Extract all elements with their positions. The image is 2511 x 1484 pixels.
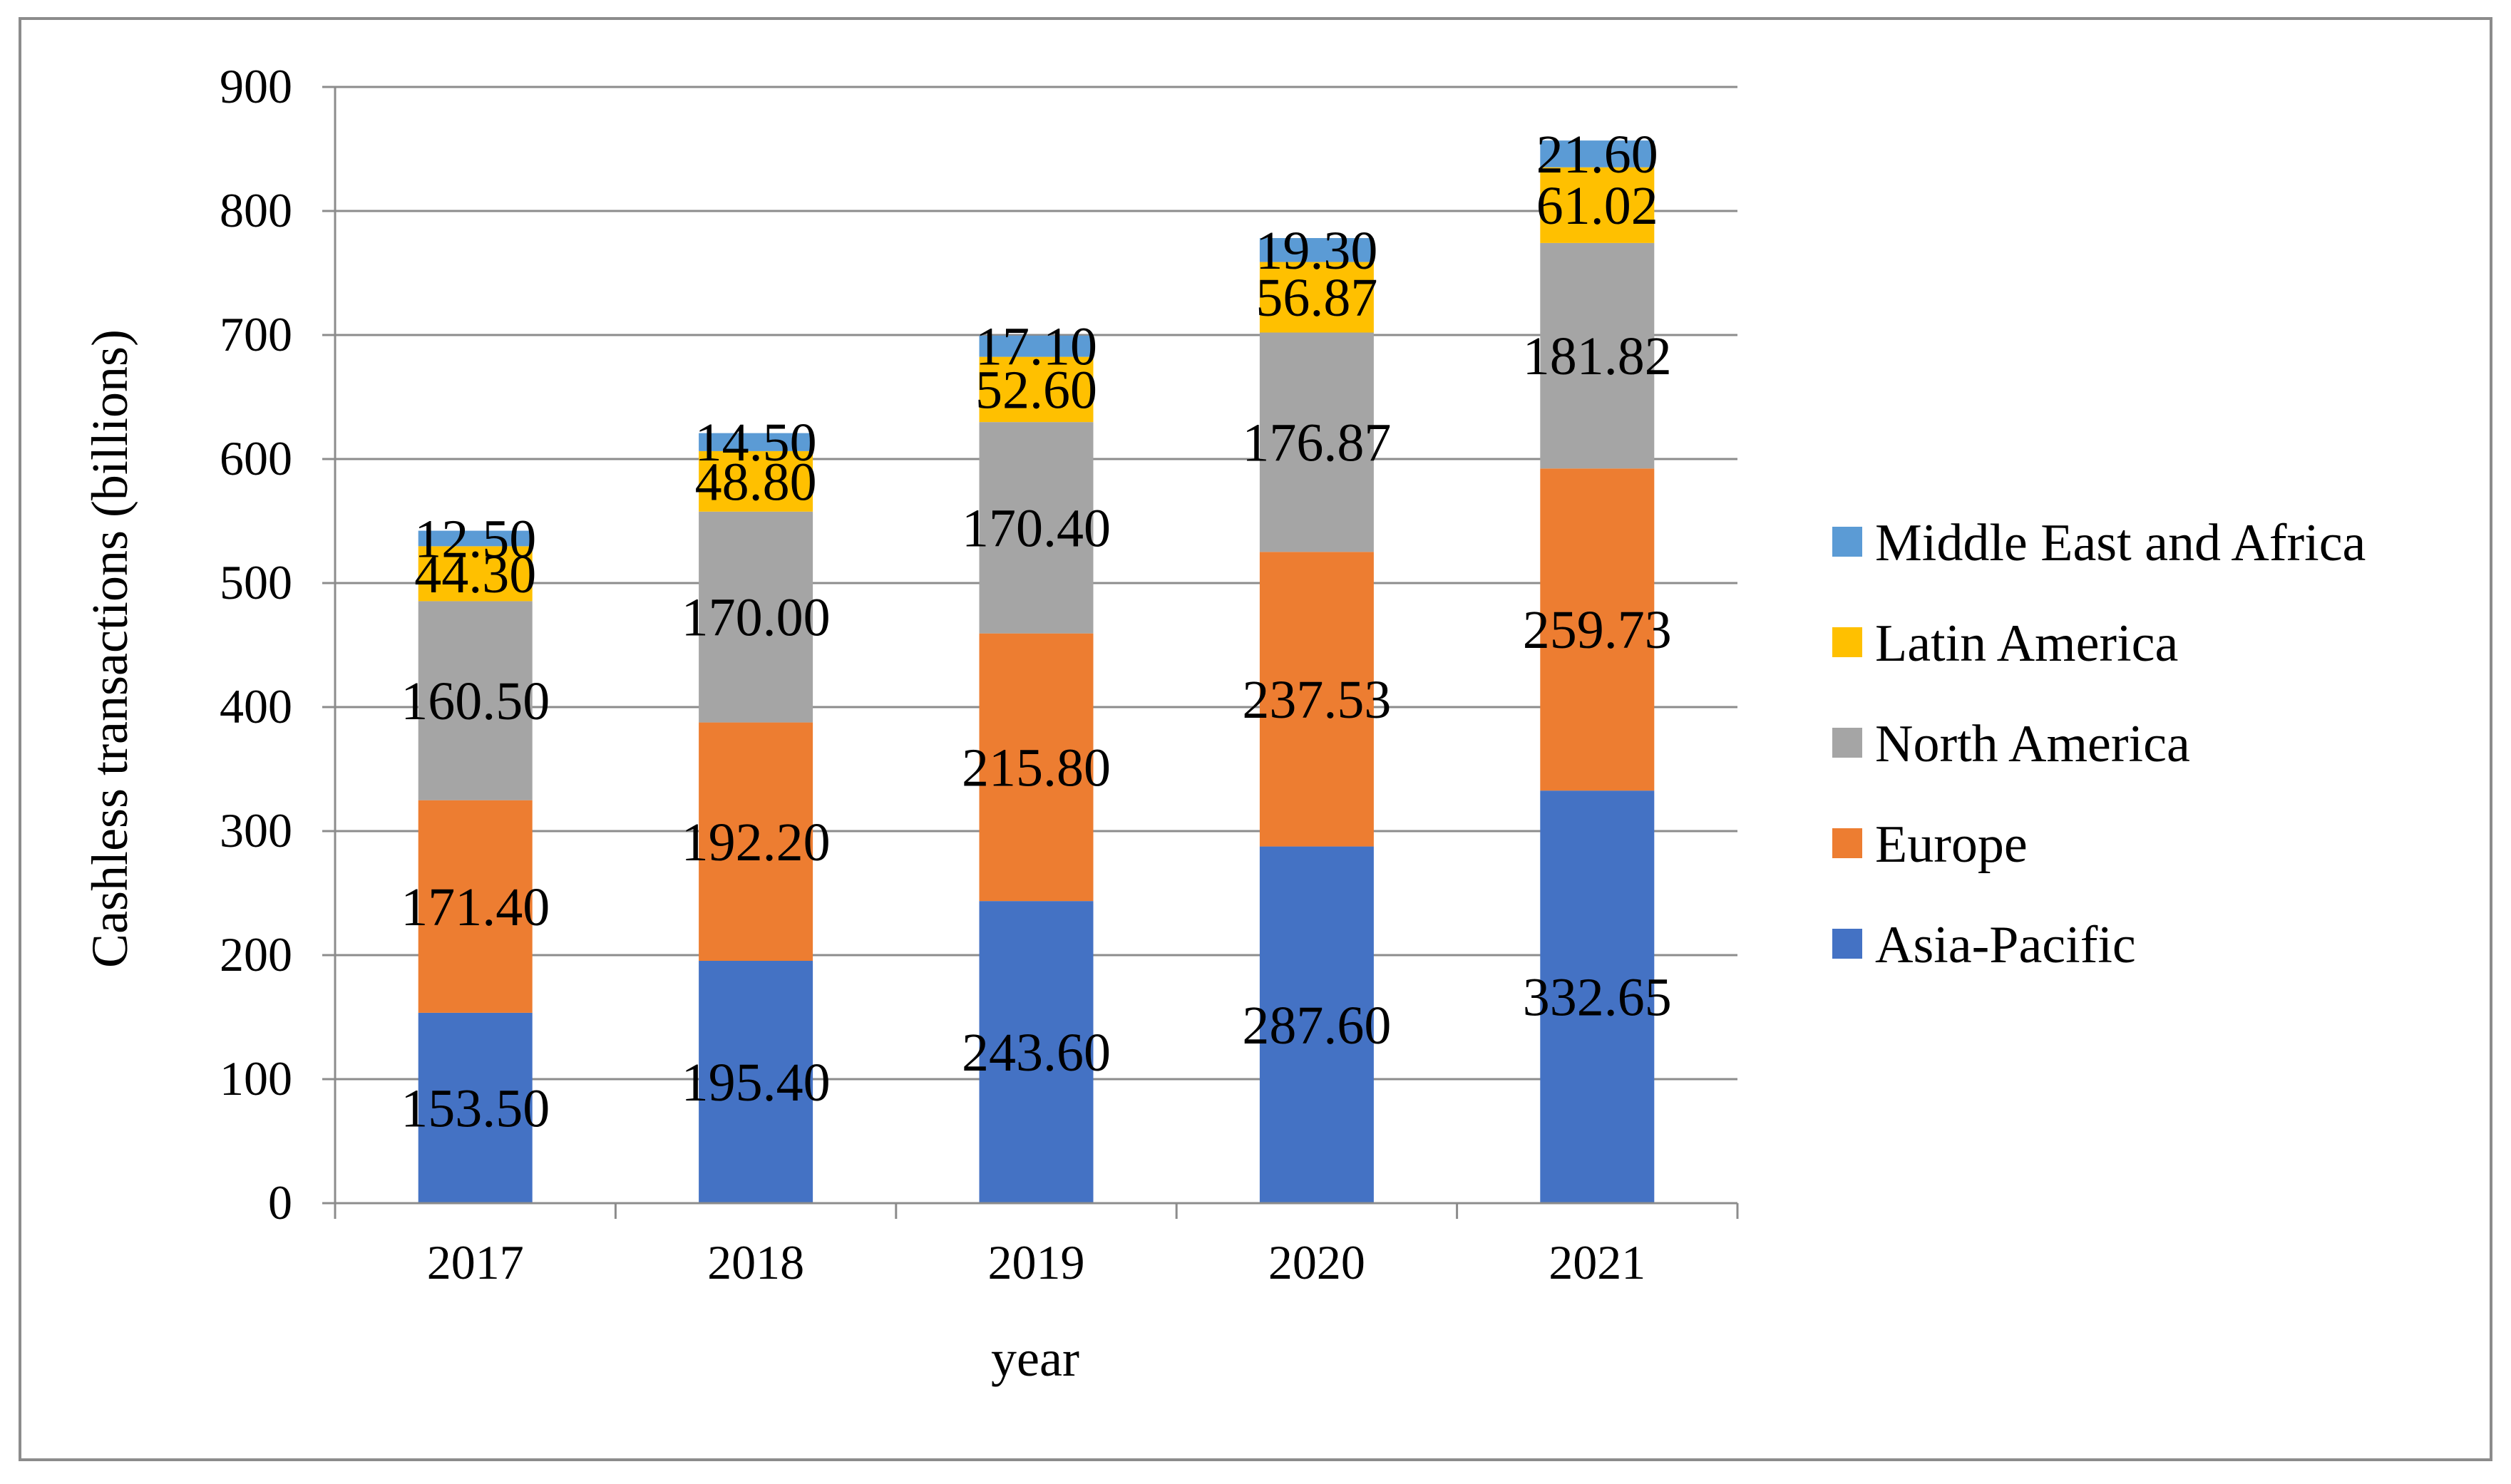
y-tick-label: 600 (220, 431, 292, 485)
legend-label: North America (1875, 715, 2190, 773)
y-axis-title: Cashless transactions (billions) (81, 329, 138, 968)
legend-swatch (1832, 728, 1862, 758)
data-label: 160.50 (401, 671, 550, 731)
bar-segment (699, 511, 813, 723)
y-tick-label: 0 (268, 1175, 292, 1230)
y-tick-label: 500 (220, 555, 292, 609)
data-label: 181.82 (1523, 326, 1672, 386)
data-label: 153.50 (401, 1078, 550, 1138)
x-axis-title: year (991, 1330, 1079, 1387)
bar-segment (418, 546, 533, 602)
x-tick-label: 2019 (988, 1235, 1085, 1289)
bar-segment (1259, 552, 1374, 847)
legend-swatch (1832, 929, 1862, 959)
data-label: 243.60 (962, 1023, 1111, 1083)
bar-segment (1540, 468, 1655, 791)
legend-label: Europe (1875, 815, 2028, 874)
x-tick-label: 2020 (1268, 1235, 1365, 1289)
y-tick-label: 700 (220, 307, 292, 361)
bar-segment (1540, 167, 1655, 243)
x-tick-label: 2017 (427, 1235, 524, 1289)
bar-segment (699, 961, 813, 1203)
data-label: 52.60 (975, 360, 1097, 420)
data-label: 259.73 (1523, 600, 1672, 660)
data-label: 332.65 (1523, 968, 1672, 1028)
data-label: 287.60 (1242, 996, 1391, 1056)
data-label: 48.80 (695, 452, 817, 512)
data-label: 17.10 (975, 317, 1097, 377)
data-label: 192.20 (682, 813, 831, 872)
data-label: 12.50 (414, 509, 536, 569)
data-label: 215.80 (962, 738, 1111, 798)
bar-segment (699, 450, 813, 512)
legend-swatch (1832, 828, 1862, 858)
bar-segment (1259, 332, 1374, 552)
y-tick-label: 200 (220, 927, 292, 981)
bar-segment (418, 800, 533, 1013)
data-label: 19.30 (1256, 221, 1377, 281)
bar-segment (1259, 237, 1374, 262)
bar-segment (1540, 242, 1655, 469)
data-label: 44.30 (414, 545, 536, 604)
axes: 0 100 200 300 400 500 600 700 800 900 2017 2018 2019… (220, 59, 1739, 1289)
legend-swatch (1832, 627, 1862, 657)
legend-label: Latin America (1875, 614, 2178, 673)
data-label: 14.50 (695, 413, 817, 473)
bar-segment (1540, 790, 1655, 1203)
bar-segment (699, 433, 813, 451)
legend-label: Middle East and Africa (1875, 514, 2366, 572)
bar-segment (1259, 262, 1374, 333)
bar-segment (418, 530, 533, 547)
y-tick-label: 900 (220, 59, 292, 113)
bar-segment (979, 633, 1094, 902)
bar-segment (1259, 846, 1374, 1203)
data-label: 195.40 (682, 1053, 831, 1113)
y-tick-label: 800 (220, 183, 292, 237)
y-tick-label: 400 (220, 679, 292, 733)
bar-segment (979, 422, 1094, 634)
bar-segment (979, 356, 1094, 423)
y-tick-label: 300 (220, 803, 292, 857)
data-label: 170.40 (962, 498, 1111, 558)
bar-segment (418, 601, 533, 800)
x-tick-label: 2018 (707, 1235, 804, 1289)
data-label: 170.00 (682, 588, 831, 648)
bar-segment (699, 722, 813, 962)
data-label: 61.02 (1536, 176, 1658, 236)
legend-label: Asia-Pacific (1875, 916, 2136, 974)
data-label: 56.87 (1256, 268, 1377, 328)
bar-segment (418, 1012, 533, 1203)
data-label: 21.60 (1536, 125, 1658, 185)
legend: Middle East and Africa Latin America North… (1832, 514, 2366, 974)
bar-segment (1540, 140, 1655, 168)
bar-segment (979, 901, 1094, 1203)
data-label: 176.87 (1242, 413, 1391, 473)
bars (418, 140, 1655, 1203)
x-tick-label: 2021 (1549, 1235, 1645, 1289)
bar-segment (979, 335, 1094, 357)
y-tick-label: 100 (220, 1051, 292, 1106)
data-label: 237.53 (1242, 670, 1391, 730)
legend-swatch (1832, 527, 1862, 557)
data-label: 171.40 (401, 877, 550, 937)
